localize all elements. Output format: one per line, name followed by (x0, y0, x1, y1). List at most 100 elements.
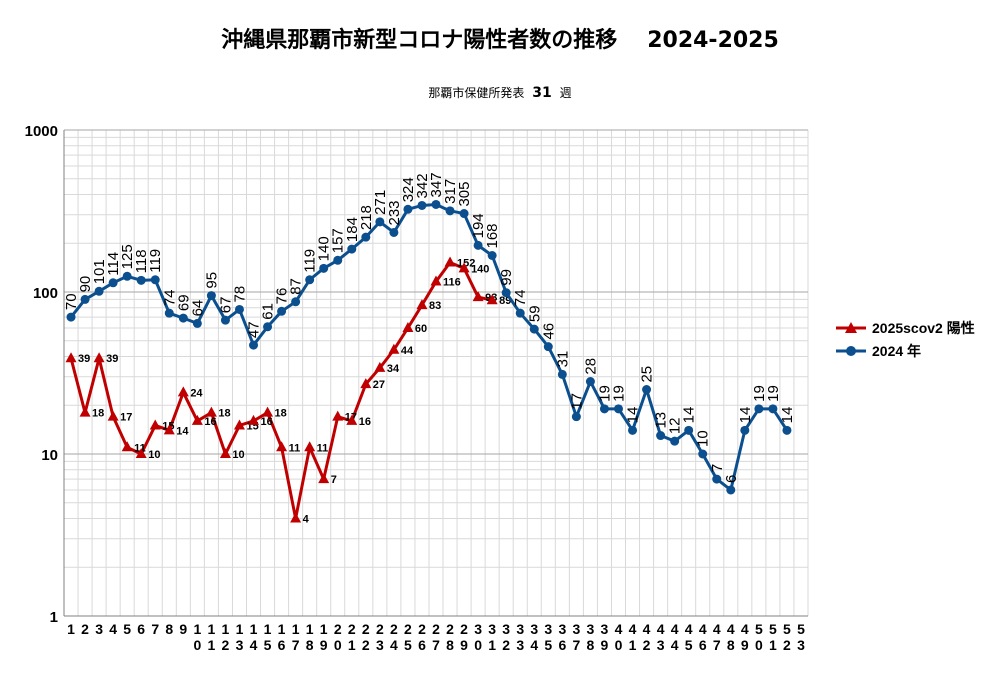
data-label: 317 (442, 179, 459, 204)
data-point-circle (220, 315, 230, 325)
data-point-circle (319, 263, 329, 273)
legend-item-2025: 2025scov2 陽性 (836, 318, 975, 338)
data-label: 24 (190, 387, 203, 399)
data-label: 305 (456, 182, 473, 207)
data-point-circle (417, 200, 427, 210)
data-point-circle (94, 286, 104, 296)
data-label: 18 (218, 408, 230, 420)
data-point-circle (698, 449, 708, 459)
data-label: 271 (372, 190, 389, 215)
data-label: 7 (331, 474, 337, 486)
data-label: 11 (134, 442, 146, 454)
data-label: 60 (415, 323, 427, 335)
data-label: 10 (695, 430, 712, 447)
data-label: 17 (568, 393, 585, 410)
data-point-triangle (346, 414, 358, 425)
data-point-circle (726, 485, 736, 495)
data-label: 19 (765, 385, 782, 402)
data-label: 76 (274, 288, 291, 305)
data-label: 12 (667, 417, 684, 434)
y-tick-label: 100 (33, 285, 58, 302)
data-label: 10 (148, 449, 160, 461)
data-label: 61 (260, 303, 277, 320)
data-label: 14 (779, 407, 796, 424)
data-point-circle (164, 308, 174, 318)
data-point-triangle (472, 291, 484, 302)
data-label: 11 (289, 442, 301, 454)
data-point-triangle (402, 321, 414, 332)
legend-item-2024: 2024 年 (836, 341, 921, 361)
data-point-circle (263, 322, 273, 332)
series-line (69, 202, 789, 492)
data-point-circle (291, 297, 301, 307)
data-point-triangle (430, 275, 442, 286)
x-tick-label: 5 (123, 621, 131, 637)
data-label: 19 (610, 385, 627, 402)
data-point-circle (571, 412, 581, 422)
y-tick-label: 1000 (25, 123, 58, 140)
x-tick-label: 6 (137, 621, 145, 637)
data-point-triangle (360, 378, 372, 389)
x-tick-label: 2 (81, 621, 89, 637)
data-point-triangle (276, 441, 288, 452)
data-label: 16 (359, 416, 371, 428)
data-point-circle (445, 206, 455, 216)
data-point-circle (431, 199, 441, 209)
subtitle-week: 31 (532, 85, 552, 101)
data-label: 7 (709, 464, 726, 472)
data-point-circle (754, 404, 764, 414)
data-label: 69 (175, 294, 192, 311)
data-label: 18 (92, 408, 104, 420)
data-point-circle (277, 306, 287, 316)
data-label: 16 (204, 416, 216, 428)
legend-circle-icon (836, 346, 866, 356)
data-label: 59 (526, 305, 543, 322)
data-point-triangle (121, 441, 133, 452)
data-point-triangle (262, 406, 274, 417)
x-tick-label: 1 (67, 621, 75, 637)
data-label: 11 (317, 442, 329, 454)
data-point-circle (473, 240, 483, 250)
data-label: 14 (625, 407, 642, 424)
data-point-circle (403, 204, 413, 214)
chart-title: 沖縄県那覇市新型コロナ陽性者数の推移 2024-2025 (0, 22, 1000, 54)
data-point-circle (712, 474, 722, 484)
data-point-triangle (79, 406, 91, 417)
data-point-triangle (388, 343, 400, 354)
data-point-triangle (416, 299, 428, 310)
data-point-triangle (458, 262, 470, 273)
legend-triangle-icon (836, 322, 866, 333)
data-label: 218 (358, 205, 375, 230)
data-point-circle (487, 250, 497, 260)
data-label: 116 (443, 277, 461, 289)
data-point-circle (515, 308, 525, 318)
chart-title-text: 沖縄県那覇市新型コロナ陽性者数の推移 (221, 28, 618, 53)
data-label: 34 (387, 363, 400, 375)
data-label: 99 (498, 269, 515, 286)
data-label: 114 (105, 252, 122, 276)
data-label: 14 (737, 407, 754, 424)
x-tick-label: 7 (151, 621, 159, 637)
data-point-circle (628, 425, 638, 435)
data-label: 74 (512, 289, 529, 306)
data-point-triangle (290, 512, 302, 523)
